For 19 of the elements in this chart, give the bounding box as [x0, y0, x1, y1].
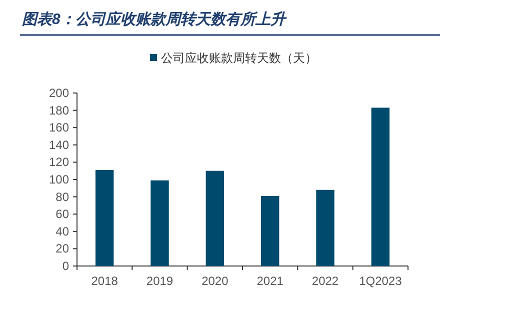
- y-tick-label: 200: [48, 86, 70, 100]
- y-tick-label: 140: [48, 138, 70, 152]
- x-tick-label: 2019: [146, 274, 174, 288]
- y-tick-label: 0: [62, 259, 70, 273]
- y-tick-label: 180: [48, 103, 70, 118]
- y-tick-label: 80: [56, 190, 70, 204]
- legend-label: 公司应收账款周转天数（天）: [161, 51, 317, 65]
- y-tick-label: 120: [48, 155, 70, 170]
- x-tick-label: 2021: [256, 274, 284, 288]
- y-tick-label: 100: [48, 172, 70, 186]
- y-tick-label: 60: [56, 207, 70, 222]
- title: 图表8：公司应收账款周转天数有所上升: [22, 11, 286, 28]
- x-tick-label: 2020: [202, 274, 229, 288]
- x-tick-label: 1Q2023: [359, 274, 402, 288]
- y-tick-label: 20: [56, 242, 70, 256]
- x-tick-label: 2018: [91, 274, 118, 288]
- x-tick-label: 2022: [312, 274, 339, 288]
- y-tick-label: 160: [48, 120, 70, 135]
- y-tick-label: 40: [56, 224, 70, 238]
